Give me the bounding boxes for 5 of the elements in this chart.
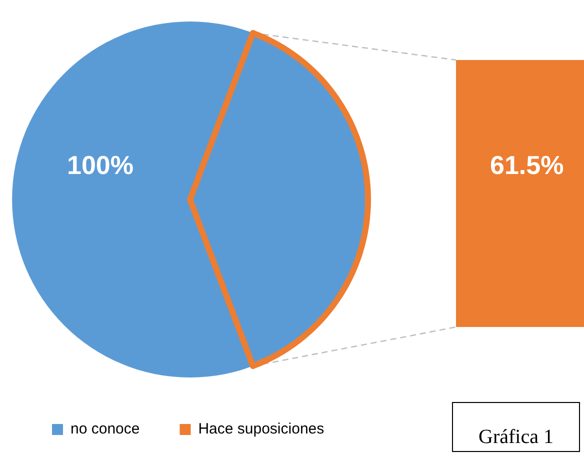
category-label: no conoce	[70, 420, 140, 438]
category-label: Hace suposiciones	[198, 420, 324, 438]
data-label: 61.5%	[490, 150, 564, 180]
data-label: 100%	[67, 150, 134, 180]
text: Gráfica 1	[452, 402, 580, 452]
